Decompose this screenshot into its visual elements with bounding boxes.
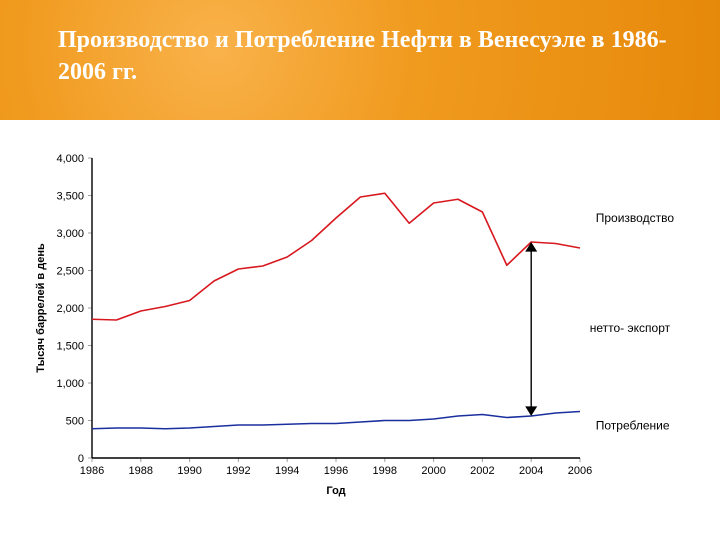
x-tick-label: 2004 — [519, 465, 543, 477]
series-Производство — [92, 193, 580, 320]
x-tick-label: 2002 — [470, 465, 494, 477]
x-tick-label: 1992 — [226, 465, 250, 477]
slide-header: Производство и Потребление Нефти в Венес… — [0, 0, 720, 120]
annotation-arrowhead-bottom — [525, 406, 537, 416]
annotation-label: нетто- экспорт — [590, 321, 671, 335]
chart-container: 0 500 1,000 1,500 2,000 2,500 3,000 3,500 4,000 1… — [20, 140, 680, 520]
x-tick-label: 2000 — [421, 465, 445, 477]
y-tick-label: 3,500 — [56, 191, 84, 203]
x-axis-label: Год — [326, 485, 345, 497]
y-tick-label: 2,000 — [56, 303, 84, 315]
x-tick-label: 1988 — [129, 465, 153, 477]
y-tick-label: 2,500 — [56, 266, 84, 278]
y-axis-label: Тысяч баррелей в день — [35, 243, 47, 373]
x-tick-label: 1986 — [80, 465, 104, 477]
y-tick-label: 4,000 — [56, 153, 84, 165]
x-tick-label: 1994 — [275, 465, 299, 477]
line-chart: 0 500 1,000 1,500 2,000 2,500 3,000 3,500 4,000 1… — [20, 140, 680, 520]
y-tick-label: 3,000 — [56, 228, 84, 240]
x-tick-label: 2006 — [568, 465, 592, 477]
y-tick-label: 1,500 — [56, 341, 84, 353]
slide-root: Производство и Потребление Нефти в Венес… — [0, 0, 720, 540]
y-tick-label: 1,000 — [56, 378, 84, 390]
x-tick-label: 1996 — [324, 465, 348, 477]
x-tick-label: 1990 — [177, 465, 201, 477]
slide-title: Производство и Потребление Нефти в Венес… — [58, 24, 690, 89]
series-label: Производство — [596, 211, 675, 225]
x-tick-label: 1998 — [373, 465, 397, 477]
series-Потребление — [92, 412, 580, 429]
series-label: Потребление — [596, 419, 670, 433]
y-tick-label: 0 — [78, 453, 84, 465]
y-tick-label: 500 — [66, 416, 84, 428]
